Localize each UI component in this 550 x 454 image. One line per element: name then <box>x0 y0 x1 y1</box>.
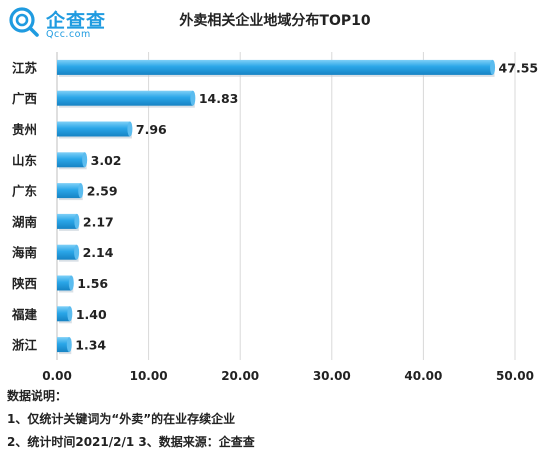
y-tick-label: 广西 <box>12 91 37 106</box>
y-tick-label: 江苏 <box>12 60 38 75</box>
bar-end-cap <box>190 90 196 106</box>
y-tick-label: 贵州 <box>12 122 37 137</box>
data-label: 2.14 <box>83 245 114 260</box>
qcc-logo-icon <box>9 7 39 37</box>
chart-title: 外卖相关企业地域分布TOP10 <box>179 13 371 29</box>
data-label: 1.40 <box>76 307 107 322</box>
y-tick-label: 海南 <box>12 245 38 260</box>
data-notes: 数据说明： 1、仅统计关键词为“外卖”的在业存续企业 2、统计时间2021/2/… <box>7 385 255 454</box>
data-label: 7.96 <box>136 122 167 137</box>
bar-end-cap <box>127 121 133 137</box>
bar-贵州 <box>57 121 130 137</box>
notes-line-2: 2、统计时间2021/2/1 3、数据来源：企查查 <box>7 435 255 449</box>
logo-name: 企查查 <box>46 10 107 32</box>
data-label: 2.17 <box>83 214 114 229</box>
qcc-logo: 企查查 Qcc.com <box>8 6 118 40</box>
x-tick-label: 10.00 <box>130 369 168 383</box>
notes-heading: 数据说明： <box>7 389 68 403</box>
y-tick-label: 湖南 <box>12 214 38 229</box>
y-tick-label: 山东 <box>12 153 38 168</box>
y-tick-label: 陕西 <box>12 276 37 291</box>
notes-line-1: 1、仅统计关键词为“外卖”的在业存续企业 <box>7 412 236 426</box>
logo-domain: Qcc.com <box>46 29 91 40</box>
x-tick-label: 40.00 <box>404 369 442 383</box>
bar-湖南 <box>57 213 77 229</box>
bar-江苏 <box>57 59 493 75</box>
x-tick-label: 20.00 <box>221 369 259 383</box>
x-tick-label: 0.00 <box>42 369 72 383</box>
bar-浙江 <box>57 337 70 353</box>
bar-end-cap <box>66 337 72 353</box>
x-tick-label: 50.00 <box>496 369 534 383</box>
bar-end-cap <box>78 183 84 199</box>
bar-chart: 0.00 10.00 20.00 30.00 40.00 50.00 江苏 47.55 广西 14… <box>11 52 539 383</box>
data-label: 47.55 <box>499 60 539 75</box>
y-tick-label: 福建 <box>11 307 38 322</box>
bar-end-cap <box>74 213 80 229</box>
data-label: 1.56 <box>77 276 108 291</box>
x-tick-label: 30.00 <box>313 369 351 383</box>
bar-end-cap <box>74 244 80 260</box>
bar-end-cap <box>67 306 73 322</box>
bar-广东 <box>57 183 81 199</box>
bar-山东 <box>57 152 85 168</box>
data-label: 2.59 <box>87 184 118 199</box>
bar-end-cap <box>490 59 496 75</box>
bar-陕西 <box>57 275 72 291</box>
y-tick-label: 浙江 <box>12 338 38 353</box>
bar-广西 <box>57 90 193 106</box>
bar-海南 <box>57 244 77 260</box>
bar-福建 <box>57 306 70 322</box>
bar-end-cap <box>82 152 88 168</box>
data-label: 1.34 <box>75 338 106 353</box>
data-label: 3.02 <box>91 153 122 168</box>
y-tick-label: 广东 <box>12 184 38 199</box>
bar-end-cap <box>68 275 74 291</box>
data-label: 14.83 <box>199 91 239 106</box>
